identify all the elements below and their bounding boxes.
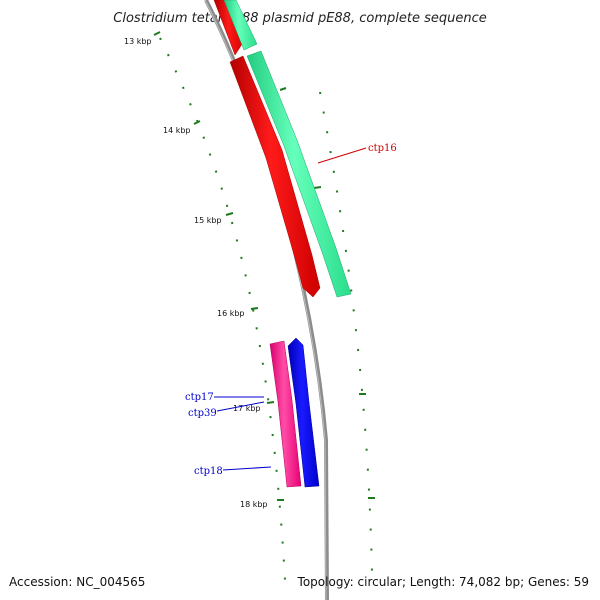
- tick-label-16kbp: 16 kbp: [217, 309, 245, 318]
- gene-arrow-blue: [287, 337, 320, 488]
- genome-summary: Topology: circular; Length: 74,082 bp; G…: [297, 575, 589, 589]
- tick-label-18kbp: 18 kbp: [240, 500, 268, 509]
- tick-label-17kbp: 17 kbp: [233, 404, 261, 413]
- gene-arrow-ctp16: [229, 55, 321, 298]
- gene-label-ctp17: ctp17: [185, 392, 214, 403]
- outer-tick-1: [279, 87, 287, 91]
- tick-mark-17: [266, 401, 275, 404]
- outer-tick-2: [313, 186, 322, 189]
- gene-label-ctp16: ctp16: [368, 143, 397, 154]
- accession-label: Accession: NC_004565: [9, 575, 145, 589]
- gene-label-ctp39: ctp39: [188, 408, 217, 419]
- tick-mark-13: [153, 31, 161, 36]
- tick-mark-15: [225, 212, 234, 216]
- gene-arrow-green: [246, 50, 352, 298]
- tick-label-14kbp: 14 kbp: [163, 126, 191, 135]
- label-pointer-ctp39: [216, 401, 265, 412]
- tick-label-13kbp: 13 kbp: [124, 37, 152, 46]
- tick-mark-16: [250, 307, 259, 310]
- tick-label-15kbp: 15 kbp: [194, 216, 222, 225]
- gene-arrow-green-top: [223, 0, 258, 51]
- gene-label-ctp18: ctp18: [194, 466, 223, 477]
- gene-arrow-magenta: [269, 340, 302, 488]
- map-title: Clostridium tetani E88 plasmid pE88, com…: [113, 11, 486, 26]
- tick-mark-14: [193, 120, 201, 125]
- label-pointer-ctp16: [317, 147, 367, 164]
- label-pointer-ctp18: [222, 466, 272, 471]
